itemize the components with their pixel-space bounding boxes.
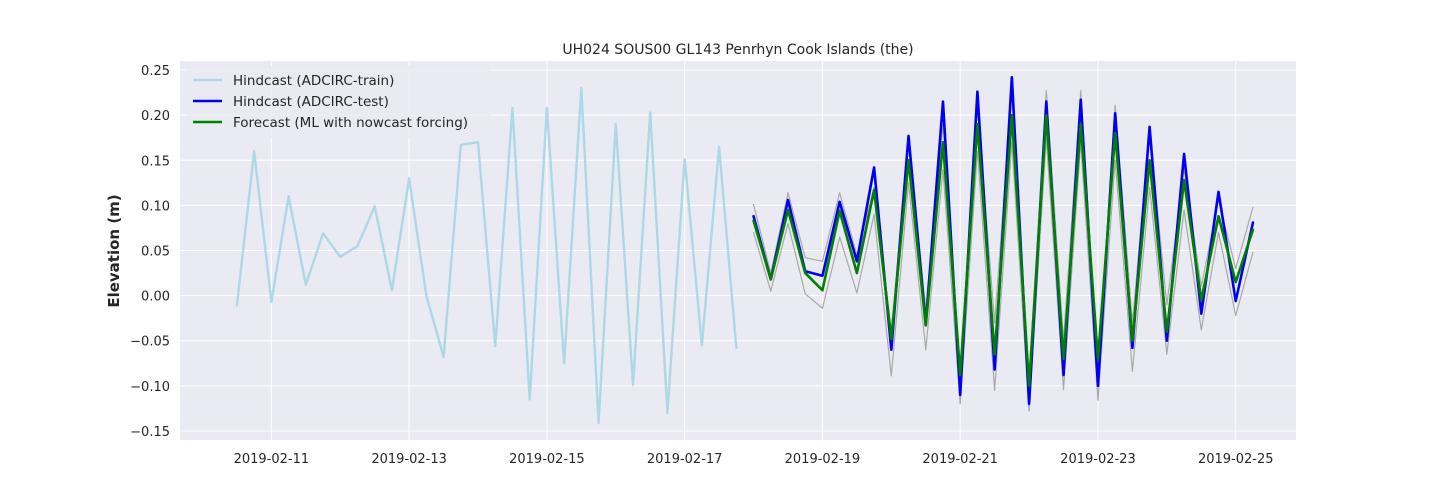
legend: Hindcast (ADCIRC-train) Hindcast (ADCIRC-… xyxy=(186,66,490,138)
legend-entry-label: Forecast (ML with nowcast forcing) xyxy=(233,115,468,131)
x-tick-label: 2019-02-19 xyxy=(785,452,861,467)
legend-entry-label: Hindcast (ADCIRC-train) xyxy=(233,73,394,89)
y-tick-label: 0.00 xyxy=(141,290,170,305)
series-line-forecast-ml-with-nowcast-forcing xyxy=(752,113,1255,388)
series-line-hindcast-adcirc-train xyxy=(235,86,738,425)
y-tick-label: 0.05 xyxy=(141,245,170,260)
series-layer xyxy=(235,75,1255,425)
x-tick-label: 2019-02-11 xyxy=(234,452,310,467)
legend-box xyxy=(186,66,490,138)
x-tick-label: 2019-02-13 xyxy=(371,452,447,467)
y-tick-label: 0.15 xyxy=(141,154,170,169)
x-tick-label: 2019-02-21 xyxy=(922,452,998,467)
y-tick-label: −0.10 xyxy=(130,380,170,395)
legend-entry-label: Hindcast (ADCIRC-test) xyxy=(233,94,389,110)
ticks-layer: 2019-02-11 2019-02-13 2019-02-15 2019-02-17… xyxy=(130,64,1273,467)
chart-title: UH024 SOUS00 GL143 Penrhyn Cook Islands … xyxy=(562,42,913,58)
x-tick-label: 2019-02-15 xyxy=(509,452,585,467)
x-tick-label: 2019-02-25 xyxy=(1198,452,1274,467)
x-tick-label: 2019-02-23 xyxy=(1060,452,1136,467)
y-tick-label: 0.25 xyxy=(141,64,170,79)
y-tick-label: 0.20 xyxy=(141,109,170,124)
y-tick-label: −0.05 xyxy=(130,335,170,350)
y-tick-label: −0.15 xyxy=(130,425,170,440)
x-tick-label: 2019-02-17 xyxy=(647,452,723,467)
y-tick-label: 0.10 xyxy=(141,199,170,214)
y-axis-label: Elevation (m) xyxy=(105,194,123,307)
series-line-gray-lower xyxy=(752,137,1254,412)
